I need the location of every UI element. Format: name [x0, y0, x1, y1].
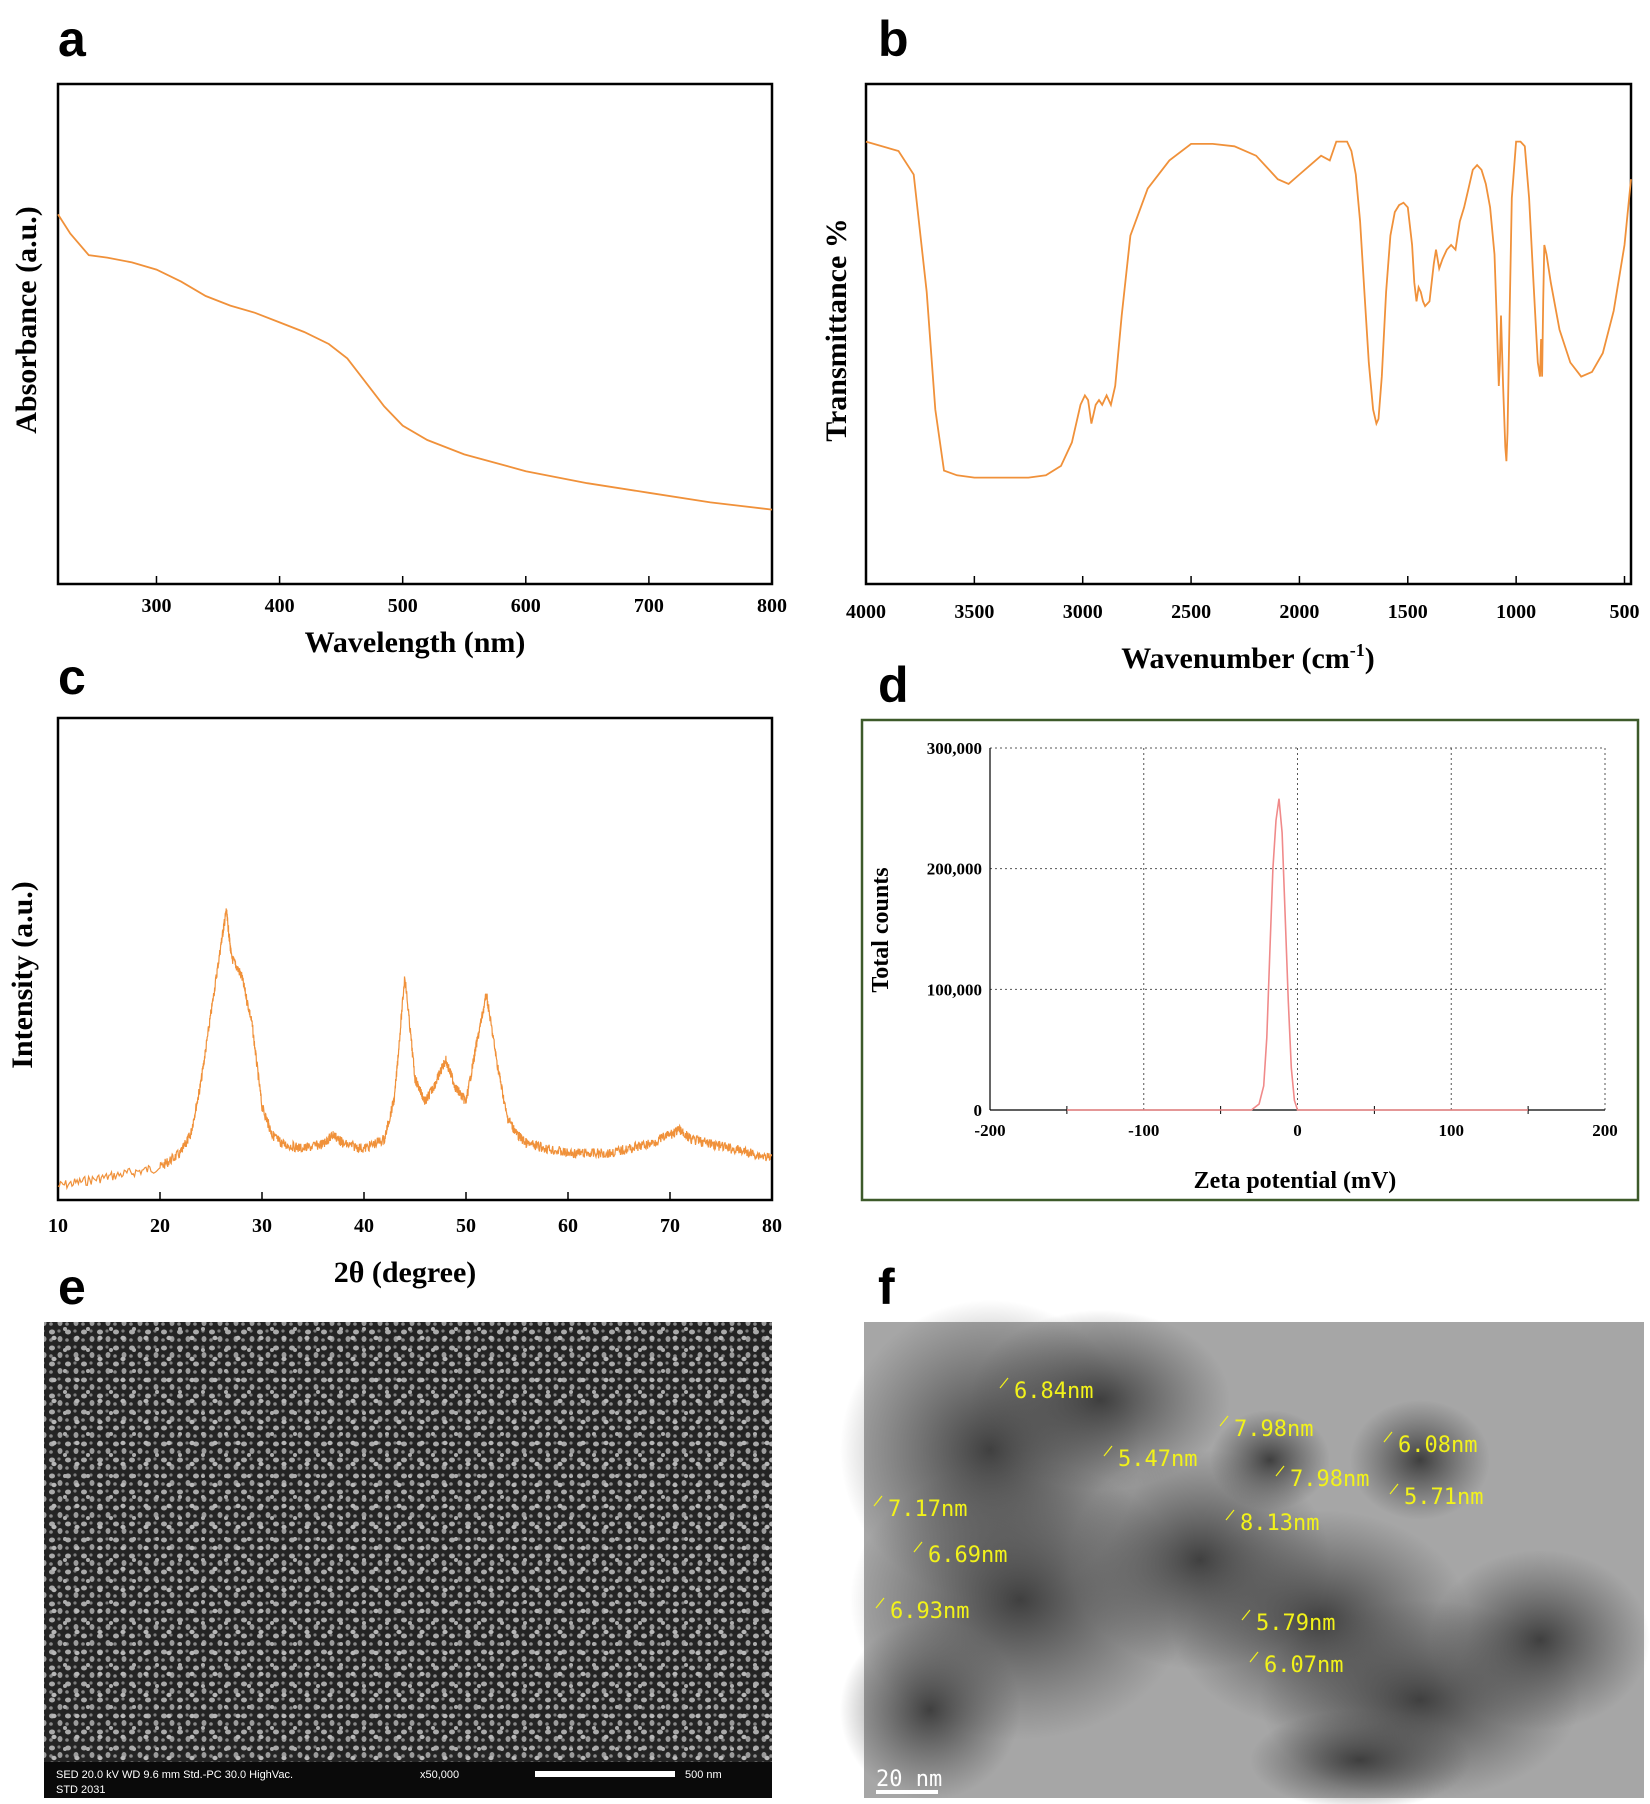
chart-a-frame: [56, 82, 774, 586]
tem-measurement-label: 6.84nm: [1014, 1379, 1093, 1404]
tem-particle-clusters: [840, 1300, 1650, 1804]
xtick-label: 40: [354, 1215, 374, 1237]
ytick-label: 300,000: [927, 739, 982, 758]
chart-b-ylabel: Transmittance %: [820, 218, 853, 442]
chart-c-ylabel: Intensity (a.u.): [6, 881, 39, 1069]
tem-image: 6.84nm 5.47nm 7.98nm 6.08nm 7.98nm 5.71nm 8.13…: [840, 1300, 1650, 1804]
xtick-label: 800: [757, 595, 787, 617]
chart-b-frame: [864, 82, 1633, 586]
chart-d-series: [1066, 798, 1529, 1111]
tem-measure-line: [1103, 1445, 1113, 1457]
xtick-label: 600: [511, 595, 541, 617]
chart-d: -200 -100 0 100 200 0 100,000 200,000 300,000 Ze…: [860, 718, 1640, 1202]
xtick-label: 70: [660, 1215, 680, 1237]
xtick-label: 0: [1293, 1121, 1302, 1140]
tem-measure-line: [875, 1597, 885, 1609]
xtick-label: 100: [1439, 1121, 1465, 1140]
tem-measurement-label: 6.07nm: [1264, 1653, 1343, 1678]
panel-label-d: d: [878, 657, 909, 713]
tem-measurement-label: 5.47nm: [1118, 1447, 1197, 1472]
tem-measurement-label: 6.93nm: [890, 1599, 969, 1624]
panel-label-f: f: [878, 1259, 895, 1315]
sem-info-bar: [44, 1762, 772, 1798]
xtick-label: 60: [558, 1215, 578, 1237]
xtick-label: 1500: [1388, 601, 1428, 623]
xtick-label: 1000: [1496, 601, 1536, 623]
xtick-label: 2000: [1279, 601, 1319, 623]
panel-label-a: a: [58, 11, 86, 67]
sem-scalebar: [535, 1771, 675, 1777]
tem-measurement-label: 5.79nm: [1256, 1611, 1335, 1636]
tem-measure-line: [1241, 1609, 1251, 1621]
ytick-label: 0: [974, 1101, 983, 1120]
tem-measure-line: [1249, 1651, 1259, 1663]
xtick-label: 30: [252, 1215, 272, 1237]
tem-measure-line: [913, 1541, 923, 1553]
xtick-label: 300: [141, 595, 171, 617]
xtick-label: 50: [456, 1215, 476, 1237]
xtick-label: 700: [634, 595, 664, 617]
tem-measurement-label: 7.17nm: [888, 1497, 967, 1522]
xtick-label: 500: [388, 595, 418, 617]
panel-label-e: e: [58, 1259, 86, 1315]
tem-scalebar: [876, 1790, 938, 1794]
xtick-label: 80: [762, 1215, 782, 1237]
chart-c: 10 20 30 40 50 60 70 80 2θ (degree) Intensity (…: [6, 716, 782, 1289]
sem-scalebar-label: 500 nm: [685, 1769, 722, 1781]
ytick-label: 200,000: [927, 860, 982, 879]
sem-magnification: x50,000: [420, 1769, 459, 1781]
tem-measure-line: [1389, 1483, 1399, 1495]
tem-measure-line: [1225, 1509, 1235, 1521]
xtick-label: -200: [974, 1121, 1005, 1140]
tem-measure-line: [1219, 1415, 1229, 1427]
xtick-label: -100: [1128, 1121, 1159, 1140]
tem-measure-line: [1383, 1431, 1393, 1443]
chart-d-ylabel: Total counts: [868, 867, 894, 992]
chart-c-xlabel: 2θ (degree): [334, 1256, 477, 1289]
chart-a-xlabel: Wavelength (nm): [305, 626, 526, 659]
chart-b-series: [865, 140, 1632, 479]
xtick-label: 3500: [954, 601, 994, 623]
tem-measurement-label: 6.08nm: [1398, 1433, 1477, 1458]
tem-measure-line: [873, 1495, 883, 1507]
chart-c-series: [57, 908, 773, 1191]
xtick-label: 500: [1609, 601, 1639, 623]
xtick-label: 400: [265, 595, 295, 617]
tem-measure-line: [999, 1377, 1009, 1389]
xtick-label: 2500: [1171, 601, 1211, 623]
xtick-label: 10: [48, 1215, 68, 1237]
xtick-label: 200: [1592, 1121, 1618, 1140]
sem-detector: STD 2031: [56, 1784, 106, 1796]
xtick-label: 4000: [846, 601, 886, 623]
tem-measure-line: [1275, 1465, 1285, 1477]
ytick-label: 100,000: [927, 980, 982, 999]
chart-d-xlabel: Zeta potential (mV): [1194, 1168, 1397, 1194]
chart-b-xlabel: Wavenumber (cm-1): [1121, 640, 1375, 675]
tem-measurement-label: 6.69nm: [928, 1543, 1007, 1568]
sem-image: SED 20.0 kV WD 9.6 mm Std.-PC 30.0 HighV…: [44, 1322, 772, 1798]
panel-label-c: c: [58, 649, 86, 705]
chart-b: 4000 3500 3000 2500 2000 1500 1000 500 Wavenumb…: [820, 82, 1639, 675]
chart-c-frame: [56, 716, 774, 1202]
chart-a-ylabel: Absorbance (a.u.): [10, 206, 43, 434]
tem-measurement-label: 7.98nm: [1234, 1417, 1313, 1442]
panel-label-b: b: [878, 11, 909, 67]
xtick-label: 3000: [1063, 601, 1103, 623]
chart-a: 300 400 500 600 700 800 Wavelength (nm) Absor…: [10, 82, 787, 659]
tem-measurement-label: 8.13nm: [1240, 1511, 1319, 1536]
chart-a-series: [57, 213, 773, 511]
sem-info-left: SED 20.0 kV WD 9.6 mm Std.-PC 30.0 HighV…: [56, 1769, 293, 1781]
xtick-label: 20: [150, 1215, 170, 1237]
chart-d-border: [860, 718, 1640, 1202]
tem-measurement-label: 7.98nm: [1290, 1467, 1369, 1492]
tem-scalebar-label: 20 nm: [876, 1767, 942, 1792]
tem-measurement-label: 5.71nm: [1404, 1485, 1483, 1510]
